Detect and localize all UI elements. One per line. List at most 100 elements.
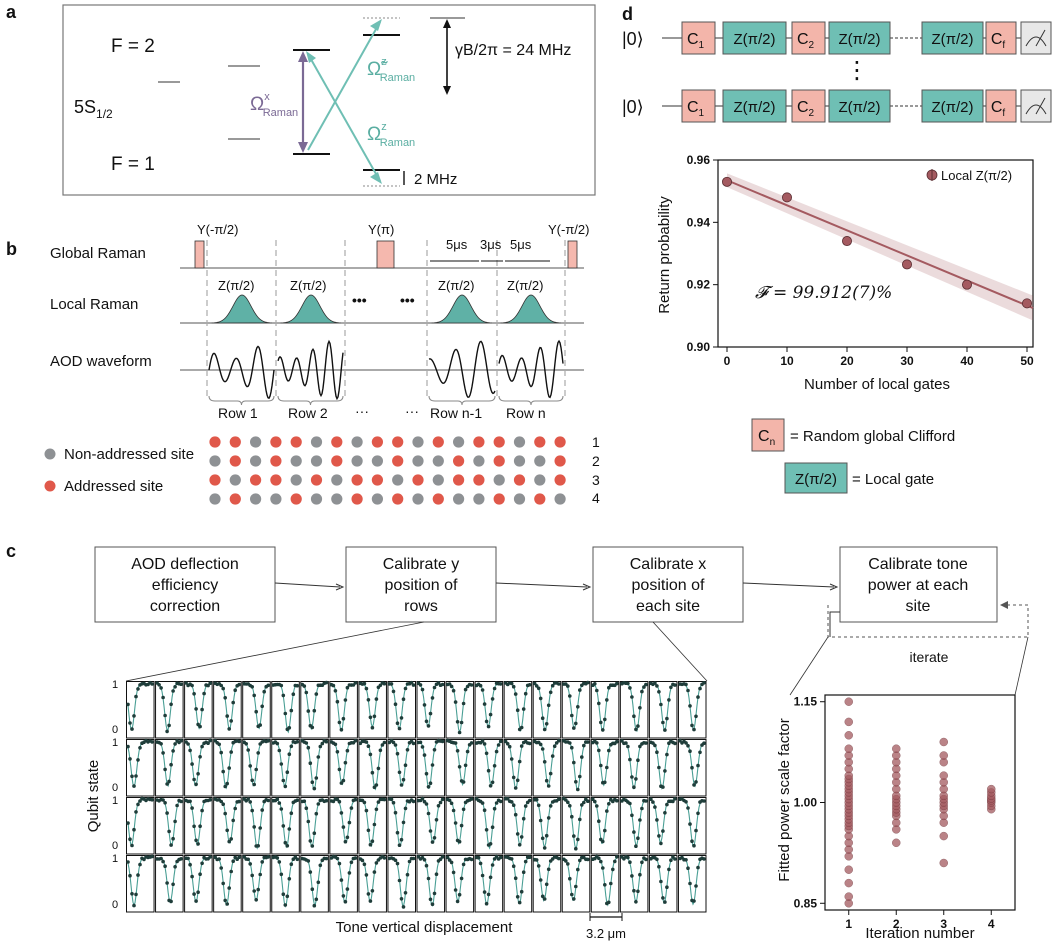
- measurement-point: [223, 898, 227, 903]
- row-brace: [277, 395, 344, 406]
- measurement-point: [564, 859, 568, 863]
- measurement-point: [457, 765, 462, 769]
- calibration-subplot: [155, 739, 184, 797]
- measurement-point: [397, 878, 402, 883]
- measurement-point: [312, 708, 317, 713]
- measurement-point: [578, 688, 582, 692]
- measurement-point: [657, 864, 661, 869]
- measurement-point: [603, 883, 607, 887]
- measurement-point: [505, 742, 510, 746]
- svg-text:Calibrate tone: Calibrate tone: [868, 556, 968, 573]
- measurement-point: [459, 823, 464, 828]
- measurement-point: [607, 802, 611, 806]
- measurement-point: [480, 739, 485, 743]
- measurement-point: [684, 741, 688, 745]
- non-addressed-site: [310, 493, 323, 505]
- measurement-point: [161, 695, 165, 700]
- measurement-point: [411, 683, 416, 687]
- measurement-point: [428, 829, 433, 833]
- legend-zgate-text: = Local gate: [852, 471, 934, 488]
- measurement-point: [368, 715, 373, 720]
- measurement-point: [449, 860, 454, 865]
- calibration-subplot: [532, 797, 562, 855]
- calibration-subplot: [213, 797, 242, 855]
- measurement-point: [532, 681, 537, 686]
- measurement-point: [605, 698, 609, 702]
- measurement-point: [289, 811, 294, 815]
- measurement-point: [694, 884, 698, 888]
- measurement-point: [401, 697, 406, 701]
- measurement-point: [513, 876, 518, 880]
- measurement-point: [626, 744, 630, 749]
- scale-factor-point: [844, 744, 853, 753]
- measurement-point: [169, 843, 173, 847]
- z-gate: [722, 21, 787, 55]
- measurement-point: [339, 878, 344, 882]
- measurement-point: [638, 818, 642, 822]
- data-point: [902, 259, 913, 270]
- measurement-point: [597, 701, 601, 706]
- measurement-point: [362, 862, 367, 867]
- measurement-point: [169, 702, 173, 707]
- measurement-point: [401, 777, 406, 782]
- measurement-point: [138, 799, 142, 803]
- measurement-point: [165, 782, 169, 786]
- measurement-box: [1020, 21, 1052, 55]
- measurement-point: [345, 748, 350, 753]
- addressed-site: [229, 493, 241, 505]
- measurement-point: [513, 812, 518, 817]
- measurement-point: [186, 856, 190, 861]
- measurement-point: [440, 797, 445, 802]
- measurement-point: [362, 800, 367, 805]
- measurement-point: [337, 767, 342, 772]
- measurement-point: [304, 806, 309, 810]
- non-addressed-site: [513, 436, 526, 448]
- measurement-point: [295, 857, 300, 862]
- addressed-site: [331, 455, 343, 467]
- measurement-point: [488, 842, 493, 846]
- measurement-point: [248, 800, 252, 804]
- measurement-point: [428, 711, 433, 716]
- non-addressed-site: [392, 474, 404, 486]
- measurement-point: [333, 689, 338, 693]
- calibration-subplot: [677, 681, 707, 739]
- measurement-point: [401, 905, 406, 909]
- measurement-point: [607, 685, 611, 690]
- measurement-point: [418, 683, 423, 687]
- measurement-point: [488, 875, 493, 880]
- measurement-point: [366, 828, 371, 833]
- non-addressed-site: [412, 455, 424, 467]
- scale-factor-point: [939, 858, 948, 868]
- measurement-point: [136, 687, 140, 691]
- data-point: [722, 176, 733, 187]
- measurement-point: [476, 855, 481, 860]
- calibration-subplot: [126, 797, 155, 855]
- measurement-point: [337, 799, 342, 804]
- measurement-point: [335, 699, 340, 704]
- measurement-point: [353, 856, 358, 860]
- measurement-point: [663, 728, 667, 732]
- arrowhead: [370, 172, 382, 184]
- measurement-point: [538, 818, 543, 823]
- addressed-site: [371, 436, 383, 448]
- detuning-label: 2 MHz: [414, 171, 457, 188]
- measurement-point: [349, 806, 354, 810]
- measurement-point: [252, 825, 256, 829]
- measurement-point: [306, 819, 311, 824]
- measurement-point: [248, 764, 252, 768]
- measurement-point: [374, 807, 379, 812]
- addressed-site: [432, 436, 444, 448]
- measurement-point: [422, 858, 427, 862]
- measurement-point: [430, 696, 435, 700]
- scale-factor-point: [844, 865, 853, 874]
- calibration-subplot: [300, 855, 329, 913]
- scatter-ylabel: Fitted power scale factor: [776, 718, 793, 881]
- measurement-point: [287, 877, 292, 881]
- measurement-point: [432, 836, 437, 840]
- measurement-point: [542, 760, 547, 764]
- measurement-point: [570, 713, 574, 718]
- measurement-point: [599, 763, 603, 768]
- measurement-point: [126, 744, 130, 749]
- addressed-site: [412, 474, 424, 486]
- measurement-point: [482, 702, 487, 706]
